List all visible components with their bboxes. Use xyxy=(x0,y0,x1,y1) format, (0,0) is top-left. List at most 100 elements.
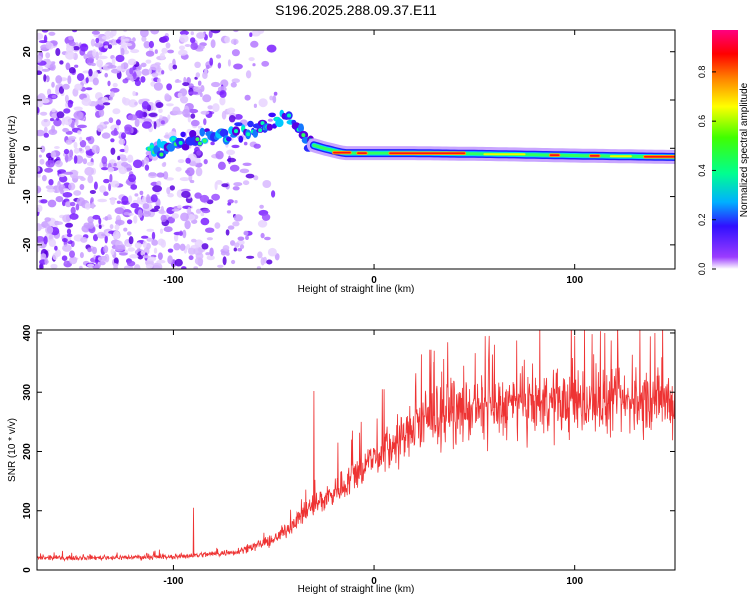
noise-blob xyxy=(274,253,280,261)
noise-blob xyxy=(123,30,127,33)
noise-blob xyxy=(215,180,223,185)
noise-blob xyxy=(172,106,181,115)
ridge-blob xyxy=(275,118,284,128)
noise-blob xyxy=(189,108,199,114)
noise-blob xyxy=(52,252,58,261)
noise-blob xyxy=(225,251,230,256)
noise-blob xyxy=(166,207,175,215)
noise-blob xyxy=(164,93,170,101)
noise-blob xyxy=(197,80,202,86)
noise-blob xyxy=(139,190,144,196)
noise-blob xyxy=(244,94,251,101)
noise-blob xyxy=(226,157,237,163)
noise-blob xyxy=(37,166,41,172)
noise-blob xyxy=(174,79,182,83)
noise-blob xyxy=(245,173,255,179)
noise-blob xyxy=(215,54,222,59)
snr-x-ticks: -100 0 100 xyxy=(163,330,583,587)
noise-blob xyxy=(177,204,182,209)
noise-blob xyxy=(266,259,273,265)
snr-y-ticks: 0 100 200 300 400 xyxy=(22,324,675,573)
noise-blob xyxy=(44,257,48,266)
noise-blob xyxy=(67,99,73,108)
noise-blob xyxy=(45,160,55,168)
noise-blob xyxy=(242,162,252,166)
noise-blob xyxy=(187,247,196,255)
noise-blob xyxy=(234,242,240,248)
noise-blob xyxy=(75,118,79,127)
noise-blob xyxy=(79,136,83,142)
noise-blob xyxy=(239,168,250,174)
noise-blob xyxy=(90,38,96,47)
noise-blob xyxy=(127,154,134,163)
noise-blob xyxy=(85,87,93,91)
snr-panel: -100 0 100 0 100 200 300 400 Height of straigh… xyxy=(7,324,676,595)
noise-blob xyxy=(257,220,268,228)
noise-blob xyxy=(124,144,129,154)
colorbar-gradient xyxy=(712,30,738,269)
noise-blob xyxy=(219,90,227,98)
noise-blob xyxy=(194,257,204,266)
noise-blob xyxy=(82,158,88,165)
noise-blob xyxy=(201,208,211,214)
noise-blob xyxy=(146,237,153,242)
spectrogram-frame xyxy=(36,29,676,270)
y-tick-label: -10 xyxy=(22,189,33,204)
ridge-core xyxy=(195,137,200,142)
noise-blob xyxy=(108,117,114,124)
ridge-blob xyxy=(238,135,244,143)
noise-blob xyxy=(115,54,125,63)
noise-blob xyxy=(62,238,68,243)
noise-blob xyxy=(137,209,143,218)
noise-blob xyxy=(108,183,112,192)
noise-blob xyxy=(103,245,109,254)
noise-blob xyxy=(96,231,106,239)
snr-series-line xyxy=(37,330,675,562)
noise-blob xyxy=(193,266,198,269)
noise-blob xyxy=(87,216,94,224)
noise-blob xyxy=(261,213,271,221)
noise-blob xyxy=(128,174,137,183)
ridge-blob xyxy=(234,122,243,127)
noise-blob xyxy=(93,234,98,242)
x-tick-label: -100 xyxy=(163,275,183,286)
ridge-core xyxy=(171,137,176,142)
noise-blob xyxy=(75,203,80,211)
noise-blob xyxy=(120,63,125,70)
noise-blob xyxy=(67,75,72,85)
noise-blob xyxy=(187,206,192,216)
noise-blob xyxy=(183,113,191,118)
noise-blob xyxy=(221,183,229,188)
noise-blob xyxy=(96,124,104,132)
noise-blob xyxy=(44,217,51,222)
noise-blob xyxy=(194,61,201,68)
noise-blob xyxy=(142,203,150,210)
noise-blob xyxy=(73,141,78,149)
noise-blob xyxy=(141,121,152,129)
noise-blob xyxy=(141,36,147,42)
noise-blob xyxy=(144,164,150,171)
noise-blob xyxy=(203,159,208,165)
noise-blob xyxy=(110,248,115,255)
noise-blob xyxy=(84,202,91,210)
snr-y-label: SNR (10 * v/v) xyxy=(7,418,18,482)
noise-blob xyxy=(98,109,105,117)
noise-blob xyxy=(166,103,174,107)
noise-blob xyxy=(214,222,221,229)
noise-blob xyxy=(162,35,170,42)
noise-blob xyxy=(88,68,93,77)
noise-blob xyxy=(47,199,57,208)
noise-blob xyxy=(53,118,62,127)
noise-blob xyxy=(222,256,227,266)
noise-blob xyxy=(190,119,200,127)
noise-blob xyxy=(217,264,224,268)
noise-blob xyxy=(179,230,183,237)
ridge-core xyxy=(234,129,238,134)
noise-blob xyxy=(65,62,71,71)
noise-blob xyxy=(125,43,133,47)
ridge-blob xyxy=(298,123,304,133)
noise-blob xyxy=(221,110,227,120)
noise-blob xyxy=(76,73,85,82)
noise-blob xyxy=(142,196,147,203)
ridge-core xyxy=(287,113,291,118)
